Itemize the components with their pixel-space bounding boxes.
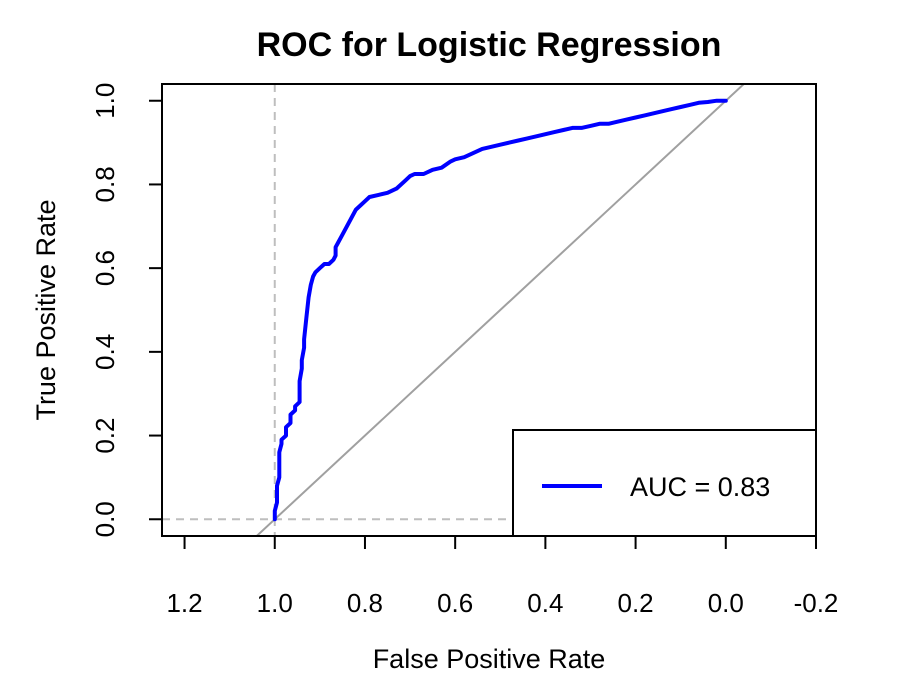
x-tick-label: 1.0: [257, 588, 293, 618]
legend: AUC = 0.83: [512, 429, 817, 537]
y-tick-label: 0.4: [90, 334, 120, 370]
x-tick-label: 0.2: [618, 588, 654, 618]
y-axis-title: True Positive Rate: [31, 199, 61, 420]
y-tick-label: 0.8: [90, 166, 120, 202]
axis-ticks: 1.2 1.0 0.8 0.6 0.4 0.2 0.0 -0.2 0.0 0.2 0.4 0.6 0.8…: [90, 83, 838, 618]
legend-entry-auc: AUC = 0.83: [630, 472, 770, 502]
diagonal-reference-line: [255, 84, 746, 536]
x-tick-label: -0.2: [794, 588, 839, 618]
x-tick-label: 0.8: [347, 588, 383, 618]
plot-clip-layer: [162, 84, 816, 536]
x-axis-title: False Positive Rate: [373, 644, 606, 674]
y-tick-label: 1.0: [90, 83, 120, 119]
y-tick-label: 0.2: [90, 418, 120, 454]
x-tick-label: 1.2: [166, 588, 202, 618]
x-tick-label: 0.0: [708, 588, 744, 618]
x-tick-label: 0.6: [437, 588, 473, 618]
y-tick-label: 0.0: [90, 501, 120, 537]
chart-title: ROC for Logistic Regression: [257, 26, 722, 64]
y-tick-label: 0.6: [90, 250, 120, 286]
x-tick-label: 0.4: [527, 588, 563, 618]
plot-frame: [161, 83, 817, 537]
legend-box: [512, 429, 817, 537]
roc-curve-line: [272, 98, 728, 522]
